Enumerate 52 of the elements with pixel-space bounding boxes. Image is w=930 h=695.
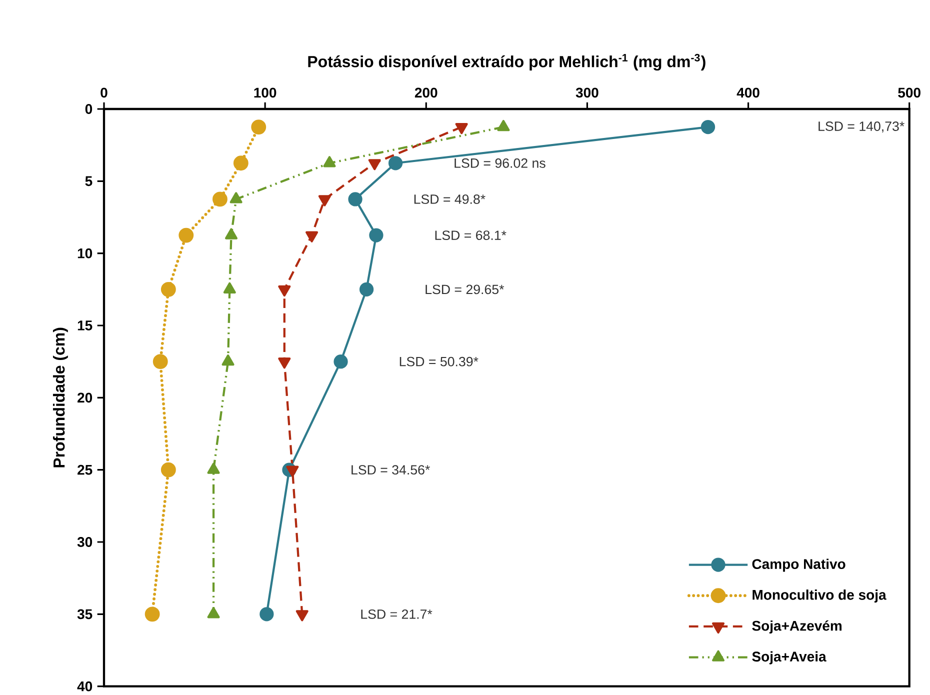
annotation: LSD = 49.8* (414, 194, 486, 204)
point (212, 192, 228, 207)
annotation: LSD = 96.02 ns (454, 158, 546, 168)
y-tick-label: 30 (77, 537, 92, 547)
legend-label: Soja+Azevém (752, 620, 842, 634)
x-tick-label: 100 (254, 88, 276, 98)
point (178, 228, 194, 243)
y-tick-label: 25 (78, 464, 92, 475)
annotation: LSD = 21.7* (361, 609, 432, 619)
y-tick-label: 20 (78, 392, 92, 403)
y-tick-label: 10 (78, 248, 92, 258)
point (160, 462, 176, 478)
point (251, 120, 266, 135)
point (368, 159, 381, 170)
point (306, 231, 318, 242)
y-tick-label: 35 (77, 609, 92, 620)
x-tick-label: 300 (576, 88, 598, 98)
legend-label: Monocultivo de soja (752, 590, 886, 603)
point (286, 466, 299, 477)
point (160, 282, 176, 297)
point (207, 607, 220, 618)
annotation: LSD = 140,73* (818, 122, 904, 133)
y-tick-label: 5 (85, 176, 92, 186)
y-tick-label: 40 (77, 681, 92, 692)
point (334, 354, 348, 369)
point (233, 156, 248, 171)
legend-label: Campo Nativo (752, 558, 846, 572)
x-tick-label: 200 (414, 88, 438, 98)
legend-label: Soja+Aveia (752, 651, 826, 664)
point (318, 195, 331, 206)
point (260, 607, 274, 622)
y-axis-title: Profundidade (cm) (52, 328, 68, 468)
x-tick-label: 500 (898, 88, 920, 98)
point (359, 282, 374, 296)
annotation: LSD = 50.39* (400, 356, 478, 366)
annotation: LSD = 29.65* (426, 284, 504, 294)
point (152, 354, 168, 370)
y-tick-label: 15 (78, 320, 92, 330)
x-tick-label: 0 (100, 88, 108, 98)
point (144, 606, 160, 622)
point (455, 122, 468, 134)
annotation: LSD = 68.1* (435, 230, 506, 240)
point (278, 285, 291, 296)
x-axis-title: Potássio disponível extraído por Mehlich$^{-1}$ (mg dm$^{-3}$) (308, 54, 706, 71)
point (388, 156, 403, 170)
y-tick-label: 0 (85, 104, 92, 114)
annotation: LSD = 34.56* (352, 465, 430, 475)
point (369, 228, 384, 242)
point (278, 358, 291, 369)
point (348, 192, 362, 206)
point (700, 120, 716, 134)
x-tick-label: 400 (736, 88, 760, 98)
